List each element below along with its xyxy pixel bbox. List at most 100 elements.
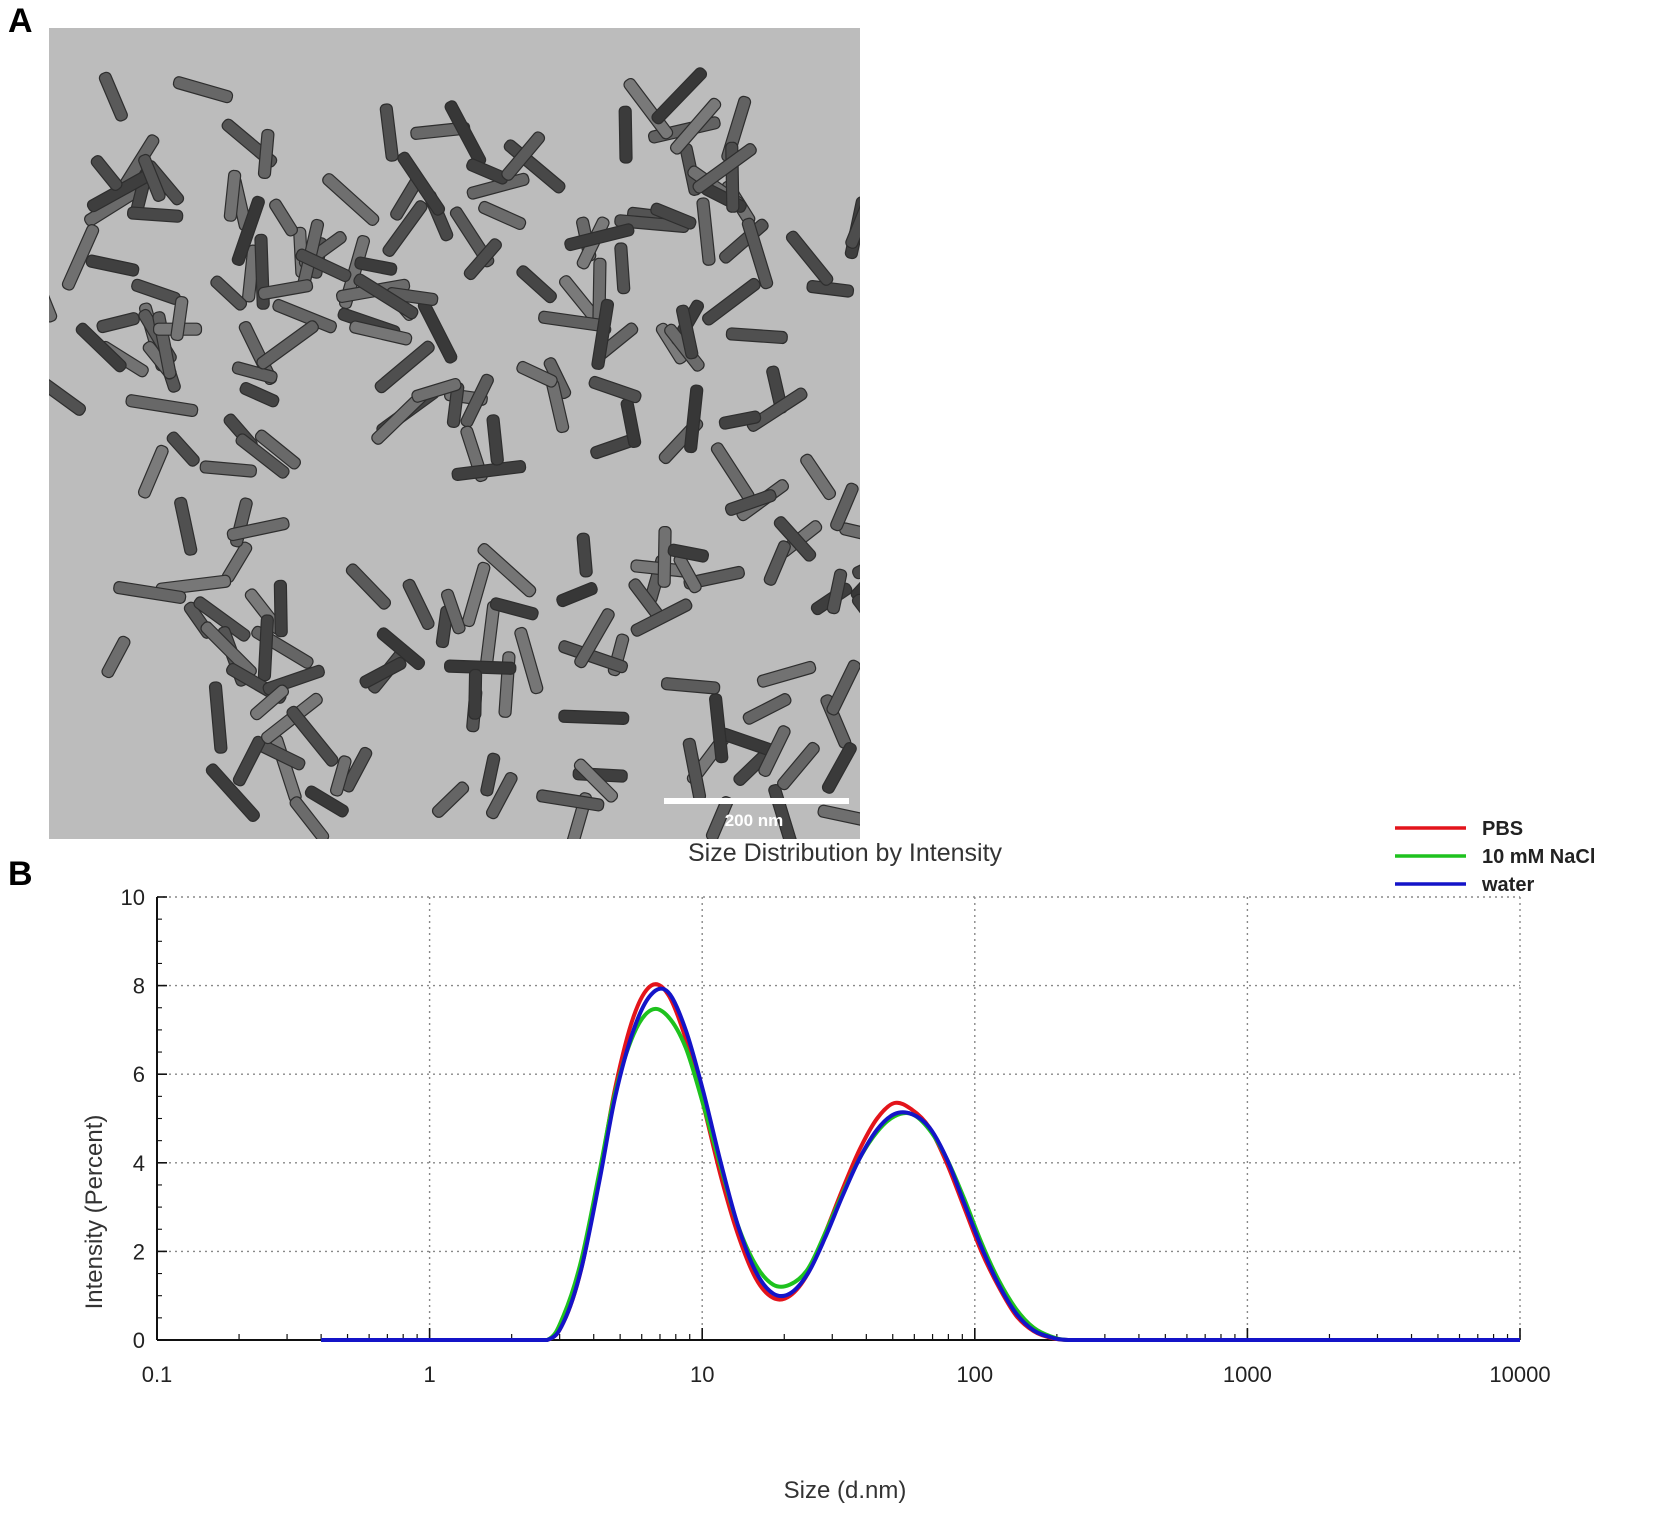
nanorod-164 (304, 785, 349, 818)
nanorod-223 (295, 248, 352, 283)
nanorod-65 (199, 460, 257, 478)
nanorod-184 (817, 804, 860, 829)
y-tick-label-4: 8 (133, 974, 145, 999)
nanorod-10 (138, 153, 166, 202)
x-tick-label-4: 1000 (1223, 1362, 1272, 1387)
tem-nanorods (49, 67, 860, 839)
nanorod-231 (353, 273, 419, 320)
nanorod-218 (614, 242, 631, 295)
nanorod-169 (286, 705, 339, 767)
x-tick-label-5: 10000 (1489, 1362, 1550, 1387)
nanorod-8 (223, 169, 242, 222)
nanorod-176 (573, 758, 619, 803)
nanorod-131 (489, 597, 539, 621)
nanorod-12 (90, 155, 123, 191)
nanorod-74 (239, 381, 280, 408)
nanorod-219 (676, 304, 699, 360)
nanorod-9 (172, 76, 234, 104)
nanorod-148 (558, 640, 629, 674)
nanorod-173 (485, 771, 518, 820)
nanorod-207 (85, 254, 140, 277)
y-tick-label-0: 0 (133, 1328, 145, 1353)
nanorod-205 (49, 255, 58, 323)
series-line-10-mm-nacl (321, 1006, 1520, 1342)
legend-box: PBS 10 mM NaCl water (1395, 818, 1595, 896)
nanorod-37 (478, 200, 527, 231)
nanorod-151 (574, 608, 615, 669)
nanorod-6 (98, 71, 128, 122)
nanorod-149 (657, 525, 672, 588)
nanorod-102 (763, 540, 791, 586)
nanorod-111 (830, 482, 859, 532)
nanorod-109 (851, 593, 860, 652)
nanorod-179 (480, 752, 501, 797)
nanorod-112 (773, 516, 817, 562)
nanorod-55 (845, 188, 860, 249)
nanorod-62 (692, 143, 757, 194)
nanorod-95 (718, 410, 762, 430)
nanorod-79 (374, 340, 435, 394)
x-tick-label-3: 100 (956, 1362, 993, 1387)
nanorod-167 (341, 746, 373, 793)
nanorod-135 (514, 626, 544, 695)
nanorod-107 (852, 550, 860, 580)
nanorod-125 (174, 496, 198, 556)
nanorod-178 (536, 789, 605, 812)
scale-bar-label: 200 nm (725, 811, 784, 830)
nanorod-220 (564, 223, 635, 252)
chart-grid (157, 896, 1521, 1340)
nanorod-154 (667, 543, 710, 563)
nanorod-162 (289, 796, 330, 839)
nanorod-170 (431, 781, 470, 818)
nanorod-128 (402, 578, 435, 631)
nanorod-166 (249, 684, 290, 721)
nanorod-155 (630, 598, 693, 637)
nanorod-191 (709, 693, 729, 764)
tem-micrograph-image: 200 nm (49, 28, 860, 839)
series-line-water (321, 986, 1520, 1342)
tem-micrograph: 200 nm (49, 28, 860, 839)
nanorod-133 (461, 561, 491, 628)
nanorod-233 (349, 320, 413, 346)
nanorod-119 (193, 596, 251, 642)
nanorod-141 (345, 563, 392, 610)
nanorod-52 (618, 105, 633, 164)
nanorod-192 (756, 660, 817, 688)
nanorod-168 (329, 755, 352, 797)
nanorod-75 (235, 433, 290, 479)
nanorod-106 (826, 568, 848, 615)
nanorod-229 (257, 279, 314, 301)
nanorod-158 (208, 681, 228, 754)
x-tick-label-2: 10 (690, 1362, 714, 1387)
nanorod-33 (397, 151, 446, 216)
scale-bar (664, 798, 849, 804)
nanorod-129 (477, 543, 537, 598)
nanorod-216 (591, 298, 615, 370)
size-distribution-chart: Size Distribution by Intensity 0.1 1 10 100… (81, 839, 1551, 1504)
nanorod-174 (468, 668, 483, 720)
nanorod-188 (777, 741, 820, 791)
nanorod-73 (125, 394, 199, 418)
chart-series (321, 982, 1520, 1342)
nanorod-35 (463, 238, 502, 281)
nanorod-110 (724, 489, 777, 516)
legend-label-2: water (1481, 874, 1534, 896)
y-tick-label-5: 10 (121, 885, 145, 910)
nanorod-94 (746, 387, 808, 432)
nanorod-44 (696, 197, 716, 266)
nanorod-202 (170, 295, 189, 342)
nanorod-227 (272, 298, 337, 334)
legend-label-0: PBS (1482, 818, 1523, 840)
nanorod-190 (821, 742, 857, 794)
nanorod-221 (411, 377, 462, 403)
nanorod-70 (231, 361, 278, 384)
nanorod-126 (113, 581, 187, 604)
nanorod-38 (379, 103, 399, 162)
chart-axes: 0.1 1 10 100 1000 10000 0 2 4 6 8 10 (121, 885, 1551, 1387)
nanorod-193 (742, 693, 792, 725)
nanorod-122 (273, 579, 288, 638)
nanorod-57 (702, 277, 761, 326)
nanorod-194 (758, 725, 791, 777)
nanorod-20 (210, 275, 248, 311)
nanorod-24 (257, 128, 275, 180)
